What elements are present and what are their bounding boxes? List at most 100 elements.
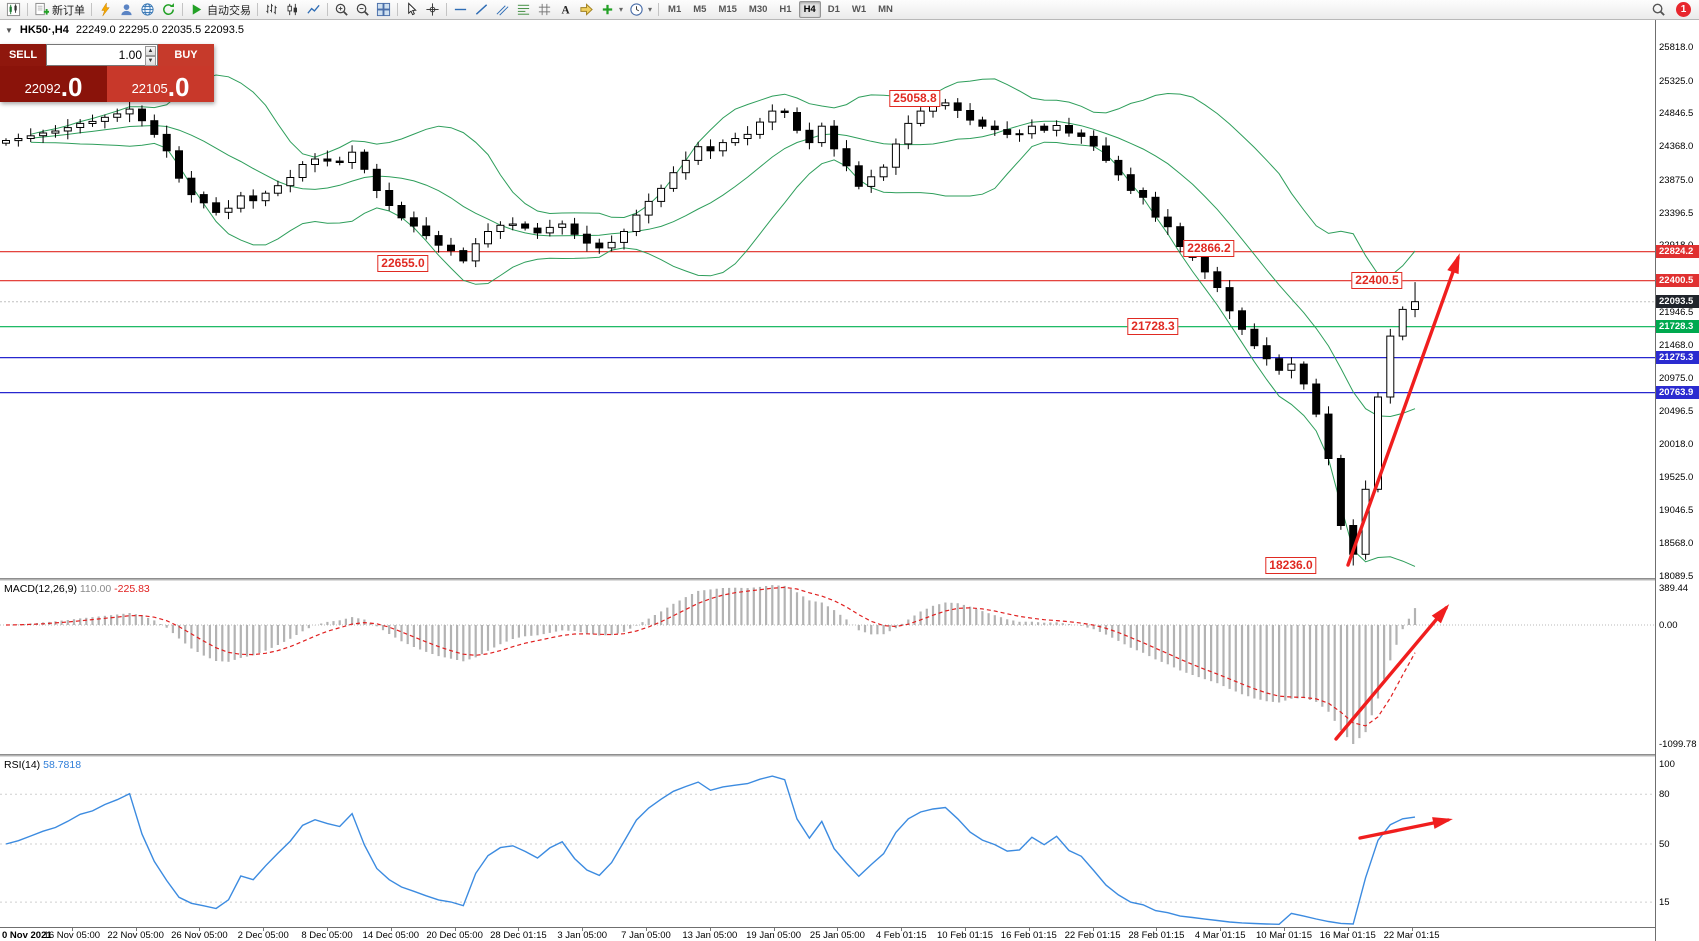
shapes-button[interactable]: ▾ — [597, 1, 626, 19]
rsi-axis-value: 100 — [1659, 759, 1675, 770]
market-button[interactable] — [137, 1, 158, 19]
trend-arrow-head — [1447, 253, 1460, 275]
search-button[interactable] — [1648, 1, 1669, 19]
tile-windows-button[interactable] — [373, 1, 394, 19]
candle-body — [904, 122, 913, 145]
quick-trade-button[interactable] — [95, 1, 116, 19]
refresh-button[interactable] — [158, 1, 179, 19]
candle-body — [224, 207, 233, 213]
horizontal-line-button[interactable] — [450, 1, 471, 19]
candle-body — [1336, 458, 1345, 526]
timeframe-h1[interactable]: H1 — [779, 4, 792, 15]
cursor-button[interactable] — [401, 1, 422, 19]
price-tick: 20018.0 — [1659, 438, 1694, 450]
candle-body — [409, 217, 418, 227]
macd-main-value: 110.00 — [79, 583, 112, 595]
lightning-icon — [98, 2, 113, 17]
candle-body — [681, 159, 690, 174]
crosshair-button[interactable] — [422, 1, 443, 19]
price-label[interactable]: 21728.3 — [1127, 318, 1179, 336]
rsi-title: RSI(14) — [4, 759, 41, 771]
time-axis[interactable]: 0 Nov 2021 16 Nov 05:00 22 Nov 05:00 26 Nov… — [0, 927, 1655, 941]
buy-price-button[interactable]: 22105 .0 — [107, 66, 214, 102]
price-axis[interactable]: 25818.0 25325.0 24846.5 24368.0 23875.0 23396… — [1655, 20, 1699, 941]
lot-decrease-button[interactable]: ▼ — [145, 56, 156, 66]
price-label[interactable]: 18236.0 — [1265, 557, 1317, 574]
timeframe-d1[interactable]: D1 — [827, 4, 840, 15]
trendline-button[interactable] — [471, 1, 492, 19]
timeframe-mn[interactable]: MN — [878, 4, 893, 15]
label-button[interactable] — [576, 1, 597, 19]
rsi-axis-value: 80 — [1659, 789, 1670, 801]
candle-body — [26, 135, 35, 140]
panel-divider[interactable] — [0, 754, 1699, 757]
autotrade-button[interactable]: 自动交易 — [186, 1, 254, 19]
sell-price-button[interactable]: 22092 .0 — [0, 66, 107, 102]
macd-panel-canvas[interactable] — [0, 581, 1655, 754]
symbol-timeframe: HK50·,H4 — [19, 24, 69, 36]
time-tick — [71, 928, 73, 931]
candle-body — [261, 192, 270, 202]
timeframe-m5[interactable]: M5 — [693, 4, 707, 15]
line-chart-button[interactable] — [303, 1, 324, 19]
time-tick — [1347, 928, 1349, 931]
zoom-in-icon — [334, 2, 349, 17]
horizontal-line-icon — [453, 2, 468, 17]
sell-price-dec: .0 — [60, 72, 83, 102]
candle-body — [718, 142, 727, 152]
price-label[interactable]: 22655.0 — [377, 254, 429, 272]
lot-value[interactable]: 1.00 — [118, 48, 142, 62]
time-label: 4 Feb 01:15 — [875, 930, 927, 941]
timeframe-m30[interactable]: M30 — [748, 4, 768, 15]
trend-arrow[interactable] — [1346, 256, 1460, 567]
price-label[interactable]: 22866.2 — [1183, 240, 1235, 258]
grid-button[interactable] — [534, 1, 555, 19]
rsi-panel-canvas[interactable] — [0, 757, 1655, 927]
price-label[interactable]: 22400.5 — [1351, 272, 1403, 290]
profile-button[interactable] — [116, 1, 137, 19]
timeframe-m1[interactable]: M1 — [668, 4, 682, 15]
main-chart-canvas[interactable] — [0, 20, 1655, 578]
candle-body — [1126, 174, 1135, 191]
time-label: 19 Jan 05:00 — [746, 930, 802, 941]
new-chart-button[interactable] — [3, 1, 24, 19]
timeframe-w1[interactable]: W1 — [851, 4, 867, 15]
notifications-button[interactable]: 1 — [1676, 2, 1691, 17]
zoom-out-button[interactable] — [352, 1, 373, 19]
channel-button[interactable] — [492, 1, 513, 19]
candle-body — [632, 214, 641, 233]
macd-signal-value: -225.83 — [114, 583, 150, 595]
candle-body — [521, 223, 530, 229]
timeframe-h4[interactable]: H4 — [798, 1, 821, 18]
candle-body — [76, 122, 85, 129]
zoom-in-button[interactable] — [331, 1, 352, 19]
period-button[interactable]: ▾ — [626, 1, 655, 19]
price-label[interactable]: 25058.8 — [889, 90, 941, 108]
lot-size-field[interactable]: 1.00 ▲ ▼ — [46, 44, 158, 66]
candle-body — [756, 121, 764, 135]
new-order-button[interactable]: 新订单 — [31, 1, 88, 19]
candle-body — [644, 200, 653, 216]
time-tick — [390, 928, 392, 931]
macd-title: MACD(12,26,9) — [4, 583, 77, 595]
price-tick: 25325.0 — [1659, 75, 1694, 87]
candle-body — [1003, 129, 1012, 135]
candle-body — [138, 108, 146, 122]
candle-body — [1163, 216, 1172, 228]
timeframe-m15[interactable]: M15 — [718, 4, 737, 15]
lot-increase-button[interactable]: ▲ — [145, 46, 156, 56]
candlestick-icon — [285, 2, 300, 17]
text-button[interactable]: A — [555, 1, 576, 19]
buy-button[interactable]: BUY — [158, 44, 214, 66]
fibonacci-button[interactable] — [513, 1, 534, 19]
candlestick-chart-button[interactable] — [282, 1, 303, 19]
toolbar-separator — [91, 3, 92, 16]
bar-chart-button[interactable] — [261, 1, 282, 19]
sell-button[interactable]: SELL — [0, 44, 46, 66]
trend-arrow[interactable] — [1334, 606, 1448, 741]
time-label: 13 Jan 05:00 — [682, 930, 738, 941]
candle-body — [1040, 125, 1049, 131]
panel-divider[interactable] — [0, 578, 1699, 581]
price-tick: 20496.5 — [1659, 405, 1694, 417]
one-click-toggle-icon[interactable]: ▼ — [5, 25, 13, 35]
